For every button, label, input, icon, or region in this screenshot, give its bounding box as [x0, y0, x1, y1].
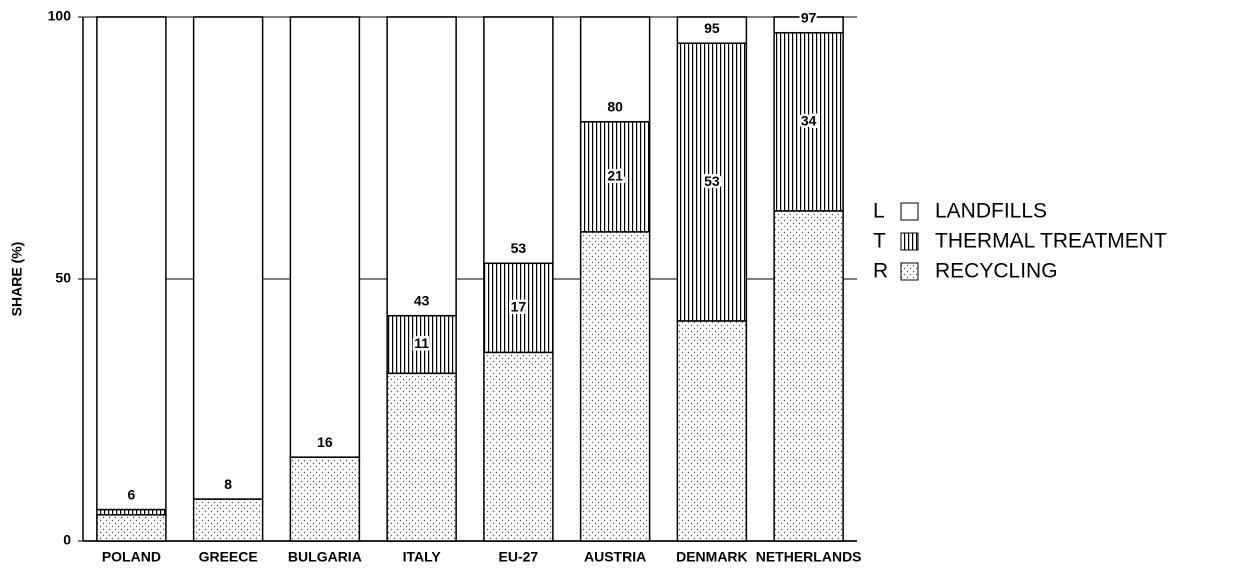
legend-label: LANDFILLS	[935, 200, 1047, 223]
total-label: 43	[414, 292, 430, 308]
x-tick-label: AUSTRIA	[584, 549, 646, 565]
x-tick-label: NETHERLANDS	[756, 549, 862, 565]
legend-key: L	[873, 200, 885, 223]
legend-swatch	[900, 232, 919, 251]
bar-segment	[289, 16, 361, 458]
bar-segment	[579, 121, 651, 233]
bar-segment	[96, 514, 167, 542]
bar-segment	[483, 16, 554, 265]
bar-segment	[96, 16, 167, 511]
x-tick-label: DENMARK	[676, 549, 748, 565]
bar-segment	[579, 16, 651, 123]
total-label: 97	[801, 9, 817, 25]
legend-label: RECYCLING	[935, 260, 1058, 283]
legend-label: THERMAL TREATMENT	[935, 230, 1167, 253]
bar-segment	[676, 320, 748, 542]
bar-segment	[676, 42, 748, 322]
x-tick-label: POLAND	[102, 549, 161, 565]
bar-segment	[676, 16, 748, 44]
bar-segment	[386, 372, 457, 542]
x-tick-label: BULGARIA	[288, 549, 362, 565]
bar-segment	[96, 508, 167, 516]
bar-segment	[579, 231, 651, 542]
segment-label: 34	[801, 113, 817, 129]
x-tick-label: EU-27	[499, 549, 539, 565]
legend-key: T	[873, 230, 886, 253]
total-label: 53	[511, 240, 527, 256]
total-label: 16	[317, 434, 333, 450]
legend-swatch	[900, 202, 919, 221]
bar-segment	[192, 16, 264, 500]
legend-key: R	[873, 260, 888, 283]
bar-segment	[483, 262, 554, 354]
y-axis-label: SHARE (%)	[9, 242, 25, 317]
total-label: 80	[607, 99, 623, 115]
bar-segment	[773, 210, 844, 542]
segment-label: 53	[704, 173, 720, 189]
y-tick-label: 0	[63, 532, 71, 548]
bar-segment	[386, 314, 457, 375]
x-tick-label: GREECE	[199, 549, 258, 565]
segment-label: 17	[511, 299, 527, 315]
bar-segment	[192, 498, 264, 542]
segment-label: 11	[414, 335, 429, 351]
y-tick-label: 50	[55, 270, 71, 286]
bar-segment	[773, 16, 844, 34]
legend-swatch	[900, 262, 919, 281]
segment-label: 21	[607, 168, 623, 184]
y-tick-label: 100	[48, 8, 72, 24]
x-tick-label: ITALY	[403, 549, 442, 565]
total-label: 8	[224, 476, 232, 492]
total-label: 6	[127, 486, 135, 502]
bar-segment	[386, 16, 457, 317]
bar-segment	[483, 351, 554, 542]
total-label: 95	[704, 20, 720, 36]
bar-segment	[289, 456, 361, 542]
